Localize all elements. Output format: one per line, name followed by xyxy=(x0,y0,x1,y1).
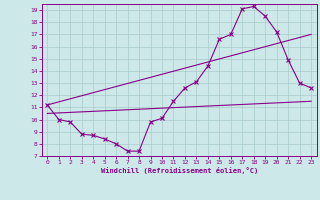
X-axis label: Windchill (Refroidissement éolien,°C): Windchill (Refroidissement éolien,°C) xyxy=(100,167,258,174)
